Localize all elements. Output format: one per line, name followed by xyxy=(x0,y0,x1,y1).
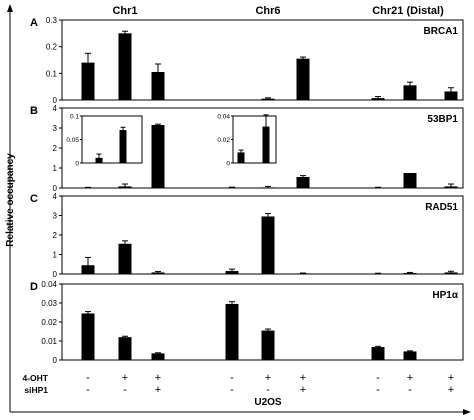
y-tick-label: 2 xyxy=(53,231,58,240)
group-label-chr21: Chr21 (Distal) xyxy=(372,5,444,17)
condition-label-sihp1: siHP1 xyxy=(24,385,48,395)
bar xyxy=(81,187,95,189)
y-tick-label: 1 xyxy=(53,164,58,173)
panel-title: BRCA1 xyxy=(424,26,459,37)
y-tick-label: 4 xyxy=(53,192,58,201)
y-tick-label: 0.01 xyxy=(41,337,57,346)
y-tick-label: 3 xyxy=(53,212,58,221)
bar xyxy=(118,243,132,274)
condition-signs: - + + - + + - + +- - + - - + - - + xyxy=(86,372,454,396)
panels: ABRCA100.10.20.3B53BP10123400.050.100.02… xyxy=(30,16,464,365)
bar xyxy=(371,273,385,275)
condition-sign: - xyxy=(123,384,127,396)
bar xyxy=(403,85,417,100)
panel-d: D HP1α 0 0.01 0.02 0.03 0.04 xyxy=(30,280,464,365)
x-axis-arrow-head xyxy=(463,409,471,415)
inset-frame xyxy=(81,115,143,164)
inset-bar xyxy=(119,130,127,163)
condition-sign: + xyxy=(407,372,413,384)
panel-c: C RAD51 0 1 2 3 4 xyxy=(30,192,464,279)
condition-sign: + xyxy=(448,372,454,384)
bar xyxy=(261,216,275,274)
bar xyxy=(444,91,458,100)
bar xyxy=(118,337,132,360)
condition-sign: + xyxy=(155,372,161,384)
y-tick-label: 0 xyxy=(53,270,58,279)
bar xyxy=(403,173,417,188)
panel-a: A BRCA1 0 0.1 0.2 0.3 xyxy=(30,16,464,105)
condition-sign: + xyxy=(300,372,306,384)
condition-sign: - xyxy=(266,384,270,396)
panel-title: 53BP1 xyxy=(427,114,458,125)
y-tick-label: 0 xyxy=(53,96,58,105)
condition-sign: + xyxy=(265,372,271,384)
y-tick-label: 0.02 xyxy=(41,318,57,327)
condition-sign: - xyxy=(408,384,412,396)
panel-b: B 53BP1 0 1 2 3 4 0 0.05 0.1 0 0.02 0.04 xyxy=(30,104,464,193)
y-tick-label: 0 xyxy=(53,184,58,193)
bar xyxy=(371,347,385,360)
bar xyxy=(296,273,310,275)
inset-bar xyxy=(237,152,245,163)
condition-sign: - xyxy=(376,372,380,384)
y-tick-label: 0.3 xyxy=(46,16,58,25)
bar xyxy=(151,72,165,100)
y-tick-label: 3 xyxy=(53,124,58,133)
condition-label-4oht: 4-OHT xyxy=(23,373,49,383)
y-tick-label: 0.03 xyxy=(41,299,57,308)
inset-chart: 0 0.02 0.04 xyxy=(217,114,277,168)
bar xyxy=(151,125,165,188)
condition-sign: + xyxy=(448,384,454,396)
inset-y-tick-label: 0.05 xyxy=(66,137,79,144)
condition-sign: - xyxy=(230,372,234,384)
y-tick-label: 0 xyxy=(53,356,58,365)
panel-label: B xyxy=(30,105,38,117)
panel-title: RAD51 xyxy=(425,202,458,213)
y-tick-label: 0.04 xyxy=(41,280,57,289)
inset-y-tick-label: 0 xyxy=(75,161,79,168)
bar xyxy=(296,177,310,188)
group-label-chr6: Chr6 xyxy=(255,5,280,17)
y-axis-title: Relative occupancy xyxy=(5,153,16,247)
panel-label: D xyxy=(30,281,38,293)
panel-title: HP1α xyxy=(432,290,458,301)
condition-sign: - xyxy=(86,384,90,396)
group-label-chr1: Chr1 xyxy=(112,5,137,17)
condition-sign: - xyxy=(376,384,380,396)
condition-sign: + xyxy=(300,384,306,396)
inset-chart: 0 0.05 0.1 xyxy=(66,114,143,168)
y-tick-label: 1 xyxy=(53,251,58,260)
y-axis-arrow-head xyxy=(7,4,13,12)
inset-y-tick-label: 0.04 xyxy=(217,114,230,121)
inset-y-tick-label: 0 xyxy=(226,161,230,168)
condition-sign: + xyxy=(155,384,161,396)
panel-label: C xyxy=(30,193,38,205)
inset-bar xyxy=(262,126,270,163)
condition-sign: - xyxy=(230,384,234,396)
bar xyxy=(225,303,239,360)
y-tick-label: 4 xyxy=(53,104,58,113)
bar xyxy=(118,33,132,101)
y-tick-label: 0.1 xyxy=(46,69,58,78)
bar xyxy=(81,62,95,100)
bar xyxy=(151,353,165,360)
panel-label: A xyxy=(30,17,38,29)
x-axis-title: U2OS xyxy=(254,397,282,408)
bar xyxy=(403,351,417,360)
bar xyxy=(296,58,310,100)
condition-sign: + xyxy=(122,372,128,384)
y-tick-label: 2 xyxy=(53,144,58,153)
bar xyxy=(371,187,385,189)
inset-y-tick-label: 0.02 xyxy=(217,137,230,144)
y-tick-label: 0.2 xyxy=(46,43,58,52)
condition-sign: - xyxy=(86,372,90,384)
bar xyxy=(261,330,275,360)
inset-y-tick-label: 0.1 xyxy=(70,114,79,121)
bar xyxy=(81,313,95,360)
